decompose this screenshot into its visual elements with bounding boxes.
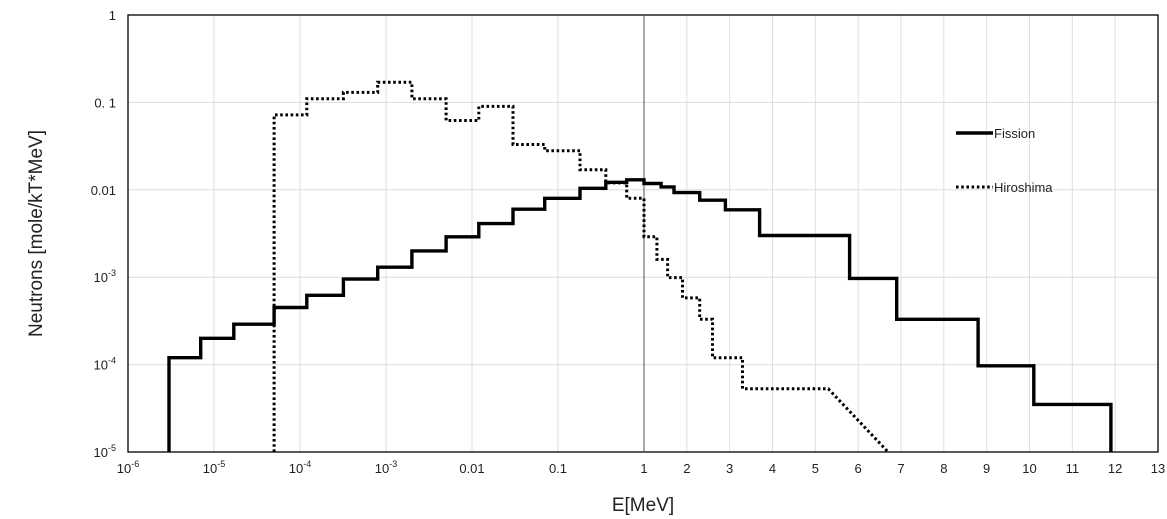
y-tick-label: 1 (109, 8, 116, 23)
grid (128, 15, 1158, 452)
x-tick-label: 11 (1066, 461, 1080, 476)
y-tick-labels: 10-5 10-4 10-3 0.01 0. 1 1 (91, 8, 116, 460)
y-tick-label: 10-4 (94, 356, 116, 373)
x-tick-label: 13 (1151, 461, 1165, 476)
y-tick-label: 0.01 (91, 183, 116, 198)
x-tick-label: 10-5 (203, 459, 225, 476)
legend-label-fission: Fission (994, 126, 1035, 141)
x-tick-label: 0.01 (459, 461, 484, 476)
x-tick-label: 10 (1022, 461, 1036, 476)
x-tick-label: 1 (640, 461, 647, 476)
x-tick-label: 12 (1108, 461, 1122, 476)
x-tick-label: 3 (726, 461, 733, 476)
x-tick-label: 5 (812, 461, 819, 476)
x-tick-label: 4 (769, 461, 776, 476)
y-axis-title: Neutrons [mole/kT*MeV] (26, 130, 47, 337)
x-tick-labels: 10-6 10-5 10-4 10-3 0.01 0.1 1 2 3 4 5 6 7 8 9 10 11 12 13 (117, 459, 1165, 476)
x-axis-title: E[MeV] (612, 495, 674, 516)
legend: Fission Hiroshima (956, 126, 1053, 195)
series-line-fission (167, 178, 1113, 452)
x-tick-label: 7 (897, 461, 904, 476)
series-layer (167, 80, 1113, 454)
y-tick-label: 10-5 (94, 443, 116, 460)
x-tick-label: 2 (683, 461, 690, 476)
x-tick-label: 10-4 (289, 459, 311, 476)
y-tick-label: 0. 1 (94, 95, 116, 110)
series-line-hiroshima (272, 80, 890, 454)
x-tick-label: 0.1 (549, 461, 567, 476)
y-tick-label: 10-3 (94, 268, 116, 285)
x-tick-label: 9 (983, 461, 990, 476)
x-tick-label: 8 (940, 461, 947, 476)
x-tick-label: 10-3 (375, 459, 397, 476)
x-tick-label: 6 (855, 461, 862, 476)
plot-frame (127, 14, 1159, 453)
legend-label-hiroshima: Hiroshima (994, 180, 1053, 195)
x-tick-label: 10-6 (117, 459, 139, 476)
